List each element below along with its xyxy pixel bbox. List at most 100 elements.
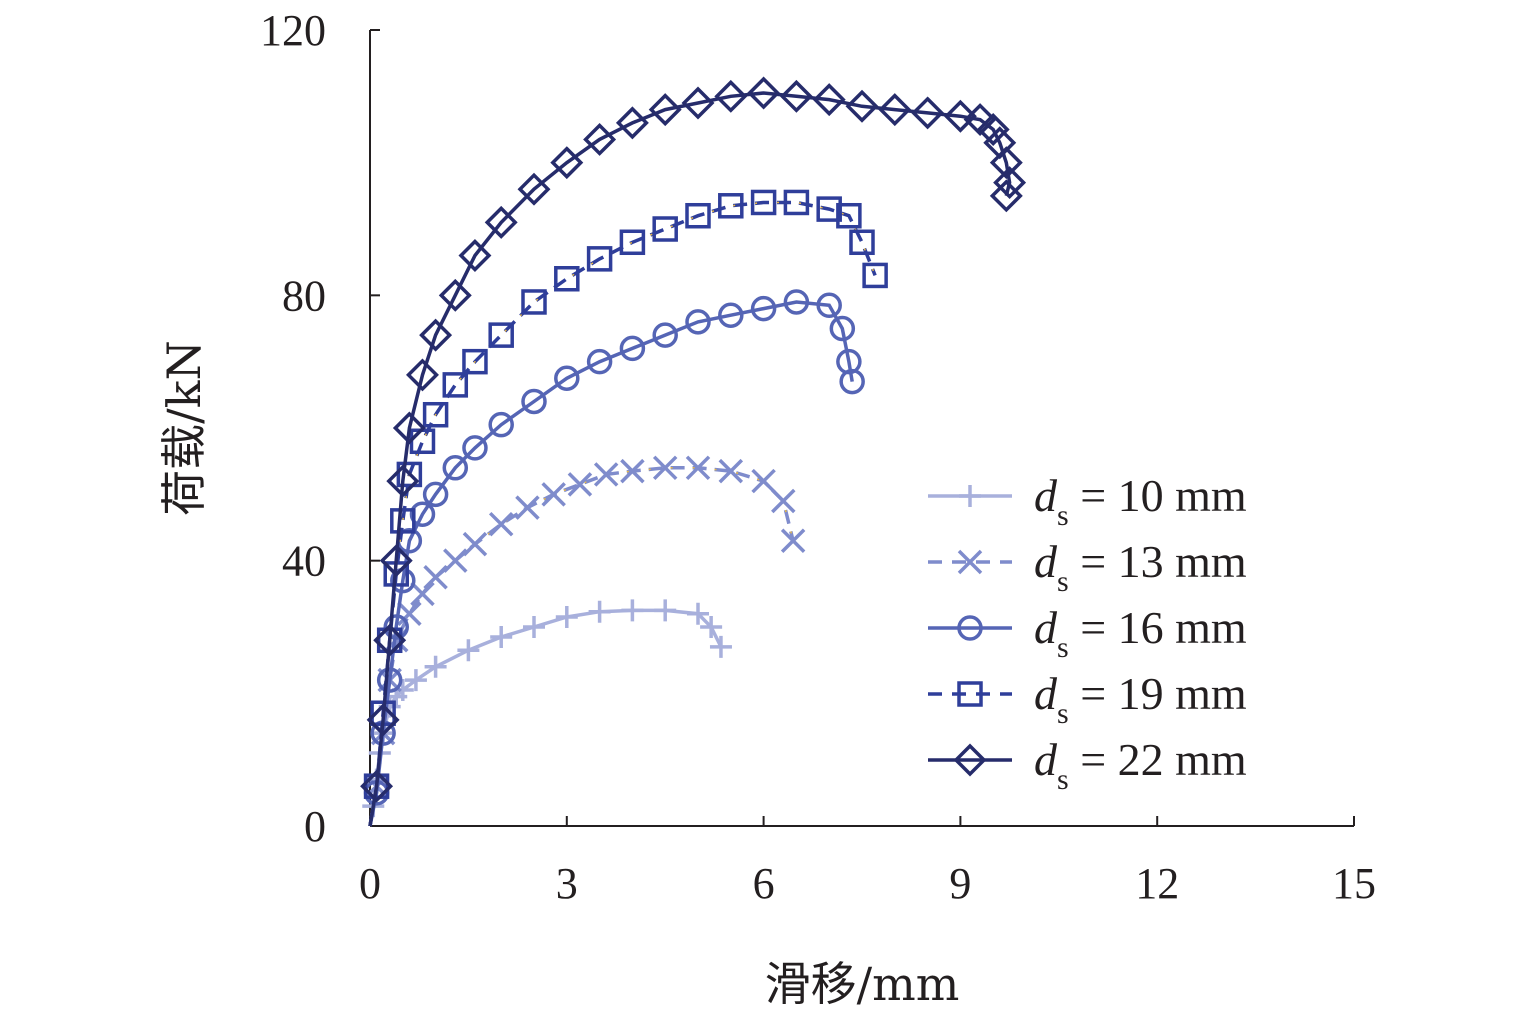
data-point-circle xyxy=(554,365,580,391)
data-point-circle xyxy=(816,292,842,319)
data-point-diamond xyxy=(989,146,1023,180)
data-point-plus xyxy=(709,635,732,658)
legend-label-var: d xyxy=(1034,734,1058,785)
data-point-circle xyxy=(685,309,711,335)
x-tick-label: 6 xyxy=(753,859,775,908)
data-point-x xyxy=(567,472,593,497)
axes xyxy=(369,30,1354,827)
data-point-x xyxy=(443,548,468,573)
data-point-plus xyxy=(490,625,513,648)
series-3 xyxy=(363,189,888,827)
data-point-diamond xyxy=(379,544,413,578)
series-line xyxy=(368,608,723,827)
data-point-square xyxy=(652,216,678,242)
x-tick-label: 12 xyxy=(1135,859,1179,908)
legend-item-4: ds = 22 mm xyxy=(928,734,1247,796)
legend-label-rest: = 19 mm xyxy=(1069,668,1247,719)
data-point-square xyxy=(586,246,613,272)
data-point-diamond xyxy=(386,464,420,498)
legend-label-sub: s xyxy=(1057,499,1069,532)
data-point-square xyxy=(957,681,983,707)
data-point-diamond xyxy=(615,106,649,140)
data-point-x xyxy=(515,495,540,520)
data-point-circle xyxy=(619,335,646,362)
legend-item-2: ds = 16 mm xyxy=(928,602,1247,664)
data-point-diamond xyxy=(747,76,781,110)
data-point-diamond xyxy=(438,278,472,312)
data-point-circle xyxy=(783,289,810,315)
legend-label: ds = 19 mm xyxy=(1034,668,1247,730)
data-point-circle xyxy=(586,348,613,375)
data-point-plus xyxy=(588,600,611,623)
data-point-x xyxy=(652,455,678,481)
data-point-square xyxy=(862,262,888,289)
ticks: 0 3 6 9 12 15 0 40 80 120 xyxy=(260,6,1376,908)
series-group xyxy=(360,76,1027,827)
legend-label-rest: = 22 mm xyxy=(1069,734,1247,785)
data-point-circle xyxy=(462,435,488,461)
data-point-diamond xyxy=(911,96,945,130)
data-point-x xyxy=(397,601,422,626)
series-line-accent xyxy=(369,201,876,827)
data-point-square xyxy=(816,196,842,222)
legend-label-var: d xyxy=(1034,470,1058,521)
data-point-x xyxy=(780,528,806,554)
data-point-diamond xyxy=(681,86,715,120)
legend-label-rest: = 13 mm xyxy=(1069,536,1247,587)
data-point-diamond xyxy=(484,205,518,239)
data-point-diamond xyxy=(406,358,439,392)
series-4 xyxy=(360,76,1027,827)
data-point-diamond xyxy=(953,743,987,777)
data-point-x xyxy=(718,458,744,484)
legend-label: ds = 10 mm xyxy=(1034,470,1247,532)
legend-label-sub: s xyxy=(1057,763,1069,796)
series-line xyxy=(368,300,854,827)
x-tick-label: 0 xyxy=(359,859,381,908)
data-point-circle xyxy=(957,615,983,641)
data-point-plus xyxy=(424,655,447,678)
data-point-diamond xyxy=(392,411,426,445)
data-point-square xyxy=(521,289,547,315)
data-point-diamond xyxy=(419,318,453,352)
data-point-x xyxy=(423,565,448,590)
y-tick-label: 80 xyxy=(282,271,326,320)
series-0 xyxy=(362,599,732,827)
data-point-circle xyxy=(488,411,514,438)
data-point-plus xyxy=(654,599,677,622)
data-point-diamond xyxy=(366,703,400,737)
data-point-plus xyxy=(523,616,545,638)
data-point-circle xyxy=(829,315,856,342)
legend-item-3: ds = 19 mm xyxy=(928,668,1247,730)
data-point-plus xyxy=(959,485,981,507)
legend-label: ds = 13 mm xyxy=(1034,536,1247,598)
data-point-plus xyxy=(687,602,709,625)
data-point-x xyxy=(541,482,566,507)
legend-label-var: d xyxy=(1034,536,1058,587)
data-point-diamond xyxy=(550,146,584,180)
legend-label-sub: s xyxy=(1057,631,1069,664)
x-tick-label: 15 xyxy=(1332,859,1376,908)
data-point-diamond xyxy=(648,93,682,127)
data-point-square xyxy=(685,202,711,229)
legend-item-1: ds = 13 mm xyxy=(928,536,1247,598)
data-point-diamond xyxy=(583,122,617,156)
data-point-circle xyxy=(652,322,678,348)
data-point-square xyxy=(390,508,416,534)
data-point-plus xyxy=(555,606,578,629)
data-point-x xyxy=(462,531,488,557)
series-line xyxy=(368,200,877,827)
x-tick-label: 9 xyxy=(949,859,971,908)
data-point-square xyxy=(422,401,449,428)
data-point-diamond xyxy=(976,113,1010,146)
data-point-diamond xyxy=(845,89,879,123)
data-point-square xyxy=(396,461,423,488)
data-point-x xyxy=(957,549,983,575)
legend-label-rest: = 16 mm xyxy=(1069,602,1247,653)
data-point-circle xyxy=(409,501,436,527)
data-point-square xyxy=(836,202,862,229)
data-point-x xyxy=(488,511,514,537)
data-point-circle xyxy=(718,302,744,328)
data-point-diamond xyxy=(812,83,846,117)
